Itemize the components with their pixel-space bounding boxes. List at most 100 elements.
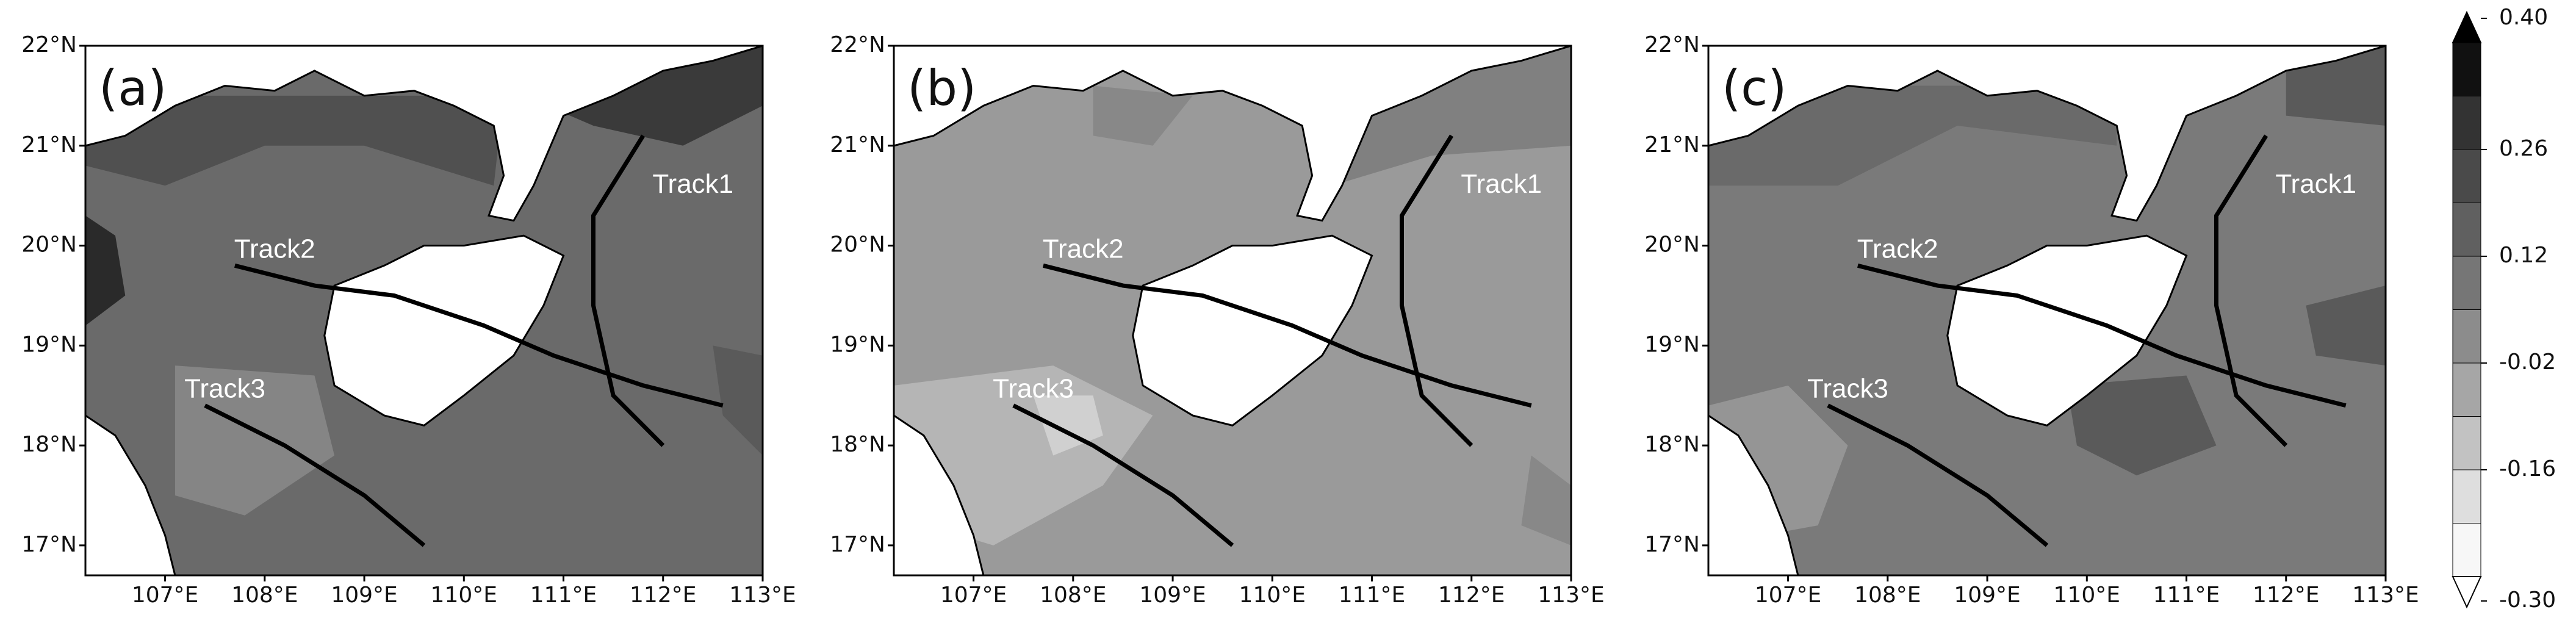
colorbar-segment: [2452, 416, 2481, 470]
x-tick-label: 113°E: [1538, 583, 1604, 608]
y-tick-label: 17°N: [830, 532, 885, 557]
x-tick-label: 111°E: [1339, 583, 1405, 608]
y-tick-label: 17°N: [21, 532, 77, 557]
x-tick-label: 110°E: [1239, 583, 1306, 608]
y-tick-label: 21°N: [1644, 132, 1700, 157]
land: [1708, 46, 2386, 222]
x-tick-label: 111°E: [2153, 583, 2220, 608]
track-label: Track3: [1807, 374, 1888, 404]
x-tick-label: 108°E: [1854, 583, 1921, 608]
x-tick-label: 107°E: [132, 583, 198, 608]
colorbar-label: 0.12: [2499, 243, 2548, 268]
y-tick-label: 22°N: [21, 32, 77, 57]
x-tick-label: 109°E: [1954, 583, 2020, 608]
colorbar-segment: [2452, 256, 2481, 310]
track-line: [234, 263, 724, 408]
contour: [1093, 85, 1193, 146]
track-label: Track3: [993, 374, 1074, 404]
contour: [174, 365, 335, 516]
track-line: [204, 403, 426, 547]
colorbar-label: 0.40: [2499, 5, 2548, 30]
x-tick-label: 112°E: [2253, 583, 2319, 608]
land: [85, 46, 763, 222]
land: [85, 414, 176, 575]
colorbar-arrow: [2452, 576, 2482, 609]
y-tick-label: 19°N: [830, 332, 885, 357]
contour: [1708, 85, 2117, 186]
colorbar-segment: [2452, 96, 2481, 150]
x-tick-label: 113°E: [2352, 583, 2419, 608]
colorbar-segment: [2452, 42, 2481, 96]
x-tick-label: 110°E: [2054, 583, 2120, 608]
track-line: [1043, 263, 1532, 408]
track-line: [591, 134, 665, 447]
y-tick-label: 22°N: [1644, 32, 1700, 57]
y-tick-label: 19°N: [21, 332, 77, 357]
colorbar-label: -0.02: [2499, 350, 2556, 375]
contour: [1521, 455, 1571, 545]
land: [894, 46, 1571, 222]
track-label: Track1: [2275, 169, 2356, 199]
x-tick-label: 112°E: [630, 583, 696, 608]
y-tick-label: 20°N: [1644, 232, 1700, 257]
y-tick-label: 18°N: [830, 432, 885, 457]
x-tick-label: 111°E: [530, 583, 597, 608]
contour: [2067, 375, 2217, 476]
colorbar-segment: [2452, 309, 2481, 364]
y-tick-label: 19°N: [1644, 332, 1700, 357]
x-tick-label: 109°E: [331, 583, 397, 608]
x-tick-label: 108°E: [231, 583, 298, 608]
track-label: Track2: [234, 234, 315, 264]
track-line: [1012, 403, 1234, 547]
colorbar-label: -0.30: [2499, 588, 2556, 613]
land: [1132, 234, 1373, 426]
colorbar-label: 0.26: [2499, 136, 2548, 161]
map-panel: [85, 46, 763, 575]
x-tick-label: 110°E: [431, 583, 497, 608]
colorbar-segment: [2452, 203, 2481, 257]
contour: [2306, 286, 2386, 366]
panel-label: (b): [907, 60, 976, 117]
y-tick-label: 20°N: [21, 232, 77, 257]
y-tick-label: 18°N: [1644, 432, 1700, 457]
map-panel: [1708, 46, 2386, 575]
x-tick-label: 107°E: [1755, 583, 1821, 608]
track-label: Track1: [652, 169, 733, 199]
contour: [85, 215, 126, 326]
x-tick-label: 107°E: [940, 583, 1007, 608]
colorbar-segment: [2452, 469, 2481, 523]
y-tick-label: 22°N: [830, 32, 885, 57]
colorbar-segment: [2452, 149, 2481, 203]
colorbar-label: -0.16: [2499, 456, 2556, 481]
track-line: [2214, 134, 2288, 447]
track-line: [1857, 263, 2347, 408]
land: [1708, 414, 1799, 575]
track-label: Track3: [184, 374, 265, 404]
x-tick-label: 112°E: [1438, 583, 1505, 608]
colorbar-segment: [2452, 362, 2481, 417]
land: [1946, 234, 2188, 426]
frame: [893, 45, 1572, 577]
panel-label: (a): [99, 60, 167, 117]
track-label: Track2: [1857, 234, 1938, 264]
track-label: Track2: [1043, 234, 1124, 264]
track-label: Track1: [1461, 169, 1542, 199]
y-tick-label: 20°N: [830, 232, 885, 257]
panel-label: (c): [1722, 60, 1786, 117]
contour: [85, 95, 504, 186]
frame: [84, 45, 764, 577]
y-tick-label: 21°N: [21, 132, 77, 157]
y-tick-label: 17°N: [1644, 532, 1700, 557]
map-panel: [894, 46, 1571, 575]
land: [894, 414, 985, 575]
track-line: [1400, 134, 1473, 447]
contour: [713, 345, 763, 456]
track-line: [1827, 403, 2049, 547]
colorbar-arrow: [2452, 10, 2482, 43]
y-tick-label: 21°N: [830, 132, 885, 157]
y-tick-label: 18°N: [21, 432, 77, 457]
x-tick-label: 108°E: [1040, 583, 1106, 608]
frame: [1707, 45, 2387, 577]
land: [323, 234, 565, 426]
